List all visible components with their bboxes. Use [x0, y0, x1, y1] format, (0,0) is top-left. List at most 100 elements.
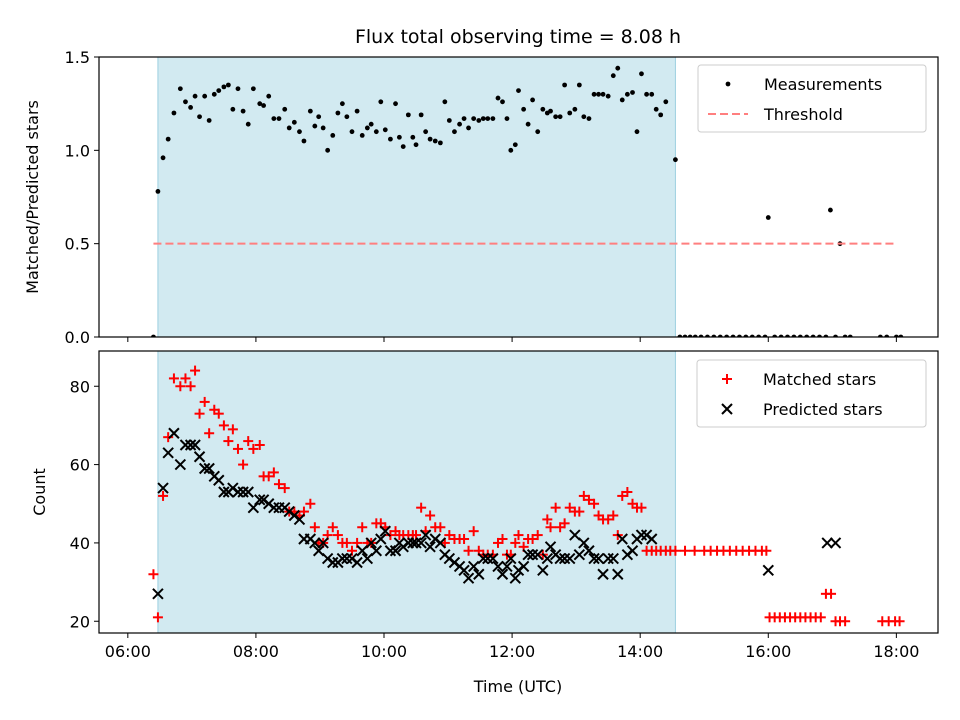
legend-label: Predicted stars: [763, 400, 883, 419]
data-point: [379, 525, 391, 537]
data-point: [351, 556, 363, 569]
data-point: [468, 526, 479, 537]
bottom-panel: 20 40 60 80 06:00 08:00 10:00 12:00 14:00 16:00 18…: [30, 350, 939, 661]
data-point: [317, 537, 329, 549]
data-point: [235, 86, 241, 92]
data-point: [578, 490, 589, 501]
data-point: [636, 502, 647, 513]
data-point: [461, 116, 467, 121]
data-point: [562, 82, 568, 88]
data-point: [309, 537, 321, 549]
data-point: [644, 91, 649, 97]
data-point: [230, 106, 236, 112]
data-point: [829, 537, 842, 549]
data-point: [541, 552, 554, 565]
data-point: [557, 114, 563, 120]
data-point: [505, 552, 517, 565]
y-tick-label: 1.5: [65, 48, 90, 67]
data-point: [624, 91, 630, 97]
data-point: [435, 522, 446, 533]
y-tick-label: 0.0: [65, 328, 90, 347]
data-point: [354, 108, 360, 114]
data-point: [617, 490, 628, 501]
data-point: [496, 568, 509, 580]
data-point: [635, 529, 648, 541]
data-point: [622, 487, 633, 497]
data-point: [548, 108, 553, 114]
data-point: [680, 545, 691, 556]
data-point: [673, 157, 678, 163]
data-point: [197, 114, 202, 120]
data-point: [500, 99, 505, 105]
y-tick-label: 20: [70, 612, 90, 631]
data-point: [320, 125, 326, 131]
data-point: [485, 116, 491, 121]
data-point: [573, 548, 586, 561]
data-point: [530, 97, 535, 103]
x-tick-label: 06:00: [105, 642, 151, 661]
data-point: [473, 568, 485, 580]
data-point: [179, 439, 192, 451]
data-point: [603, 514, 614, 525]
data-point: [569, 529, 581, 541]
y-tick-label: 0.5: [65, 235, 90, 254]
data-point: [413, 142, 419, 148]
data-point: [188, 105, 193, 110]
data-point: [158, 490, 169, 501]
data-point: [576, 82, 582, 88]
data-point: [616, 533, 628, 545]
data-point: [388, 136, 393, 142]
data-point: [418, 112, 424, 118]
y-tick-label: 40: [70, 534, 90, 553]
data-point: [305, 498, 316, 509]
data-point: [600, 91, 606, 97]
data-point: [532, 530, 543, 541]
data-point: [821, 537, 833, 549]
data-point: [466, 125, 471, 131]
data-point: [607, 552, 619, 565]
data-point: [327, 522, 338, 533]
data-point: [312, 545, 325, 557]
data-point: [537, 564, 549, 577]
data-point: [471, 116, 477, 121]
data-point: [525, 121, 531, 127]
data-point: [522, 548, 534, 561]
legend: Measurements Threshold: [697, 64, 927, 133]
data-point: [330, 133, 336, 138]
data-point: [646, 533, 658, 545]
data-point: [349, 129, 355, 135]
data-point: [535, 129, 541, 135]
data-point: [815, 612, 826, 623]
data-point: [458, 564, 470, 577]
data-point: [400, 144, 406, 150]
plot-area: [148, 365, 905, 627]
data-point: [216, 88, 222, 93]
data-point: [405, 112, 411, 118]
data-point: [193, 451, 206, 463]
data-point: [341, 537, 352, 548]
data-point: [336, 552, 349, 565]
data-point: [365, 537, 377, 549]
data-point: [596, 91, 601, 97]
data-point: [526, 548, 539, 561]
data-point: [148, 569, 159, 580]
data-point: [424, 541, 436, 553]
data-point: [242, 486, 254, 498]
data-point: [626, 545, 639, 557]
y-axis-label: Matched/Predicted stars: [23, 100, 42, 294]
data-point: [558, 552, 571, 565]
data-point: [221, 84, 227, 90]
series-measurements: [151, 65, 904, 337]
data-point: [389, 545, 402, 557]
data-point: [463, 545, 474, 556]
x-tick-label: 10:00: [361, 642, 407, 661]
data-point: [591, 91, 597, 97]
data-point: [653, 106, 659, 112]
data-point: [213, 408, 224, 419]
data-point: [243, 436, 254, 447]
data-point: [542, 514, 553, 525]
data-point: [163, 432, 174, 443]
y-tick-label: 1.0: [65, 141, 90, 160]
data-point: [670, 545, 681, 556]
